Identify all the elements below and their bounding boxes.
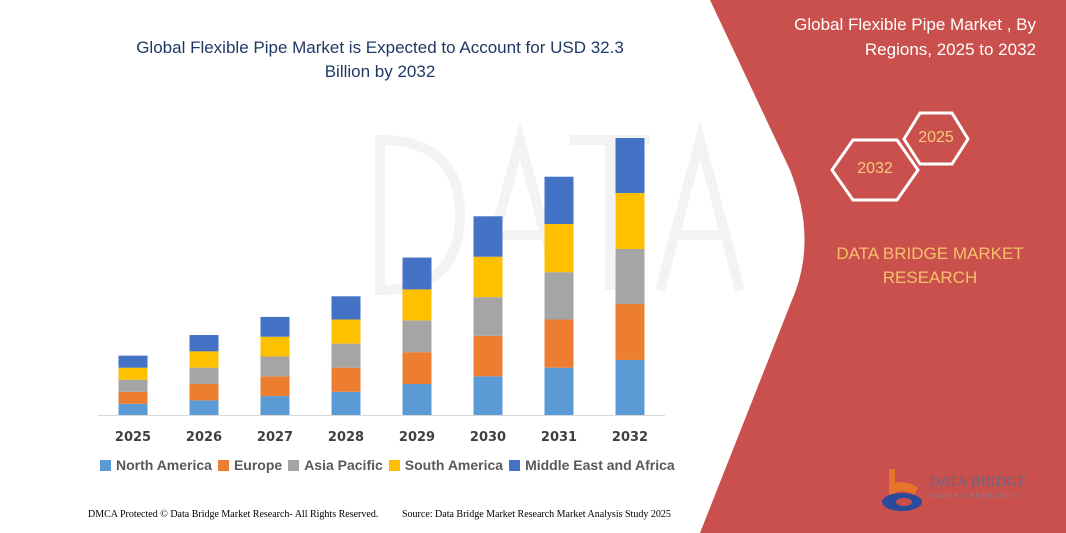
- legend: North America Europe Asia Pacific South Ame…: [100, 457, 675, 473]
- bar-2030-asia-pacific: [473, 297, 503, 336]
- side-panel-background: [700, 0, 1066, 533]
- chart-title: Global Flexible Pipe Market is Expected …: [136, 38, 624, 81]
- logo-subtext: MARKET RESEARCH: [929, 494, 1019, 500]
- x-tick-label: 2031: [541, 430, 577, 445]
- bar-2026-europe: [189, 384, 219, 401]
- bar-2025-europe: [118, 391, 148, 404]
- bar-2028-south-america: [331, 319, 361, 344]
- bar-2031-north-america: [544, 367, 574, 415]
- legend-label: Europe: [233, 457, 283, 473]
- bar-2030-europe: [473, 335, 503, 377]
- bar-2031-europe: [544, 319, 574, 368]
- bar-2030-south-america: [473, 256, 503, 298]
- legend-item: Middle East and Africa: [509, 457, 675, 473]
- source-footer: Source: Data Bridge Market Research Mark…: [402, 509, 671, 520]
- bar-2032-middle-east-and-africa: [615, 138, 645, 194]
- legend-item: North America: [100, 457, 212, 473]
- bar-2028-middle-east-and-africa: [331, 296, 361, 320]
- bar-2029-north-america: [402, 384, 432, 415]
- legend-item: South America: [388, 457, 504, 473]
- bar-2025-asia-pacific: [118, 379, 148, 392]
- hexagon-2032: [830, 138, 920, 202]
- x-tick-label: 2030: [470, 430, 506, 445]
- bar-2025-south-america: [118, 367, 148, 380]
- bar-2031-asia-pacific: [544, 272, 574, 320]
- x-tick-label: 2026: [186, 430, 222, 445]
- bar-2029-middle-east-and-africa: [402, 257, 432, 290]
- bar-2027-asia-pacific: [260, 356, 290, 377]
- bar-2031-south-america: [544, 224, 574, 273]
- legend-swatch: [217, 459, 229, 471]
- legend-label: Middle East and Africa: [525, 457, 675, 473]
- legend-swatch: [509, 459, 521, 471]
- bar-2028-north-america: [331, 391, 361, 415]
- bar-2026-north-america: [189, 400, 219, 415]
- bar-2027-middle-east-and-africa: [260, 316, 290, 337]
- bar-2030-north-america: [473, 376, 503, 415]
- bar-2029-asia-pacific: [402, 320, 432, 353]
- x-tick-label: 2025: [115, 430, 151, 445]
- side-panel-title: Global Flexible Pipe Market , By Regions…: [794, 15, 1036, 59]
- bar-2028-europe: [331, 367, 361, 392]
- bar-2032-europe: [615, 304, 645, 360]
- copyright-footer: DMCA Protected © Data Bridge Market Rese…: [88, 509, 379, 520]
- bar-2027-europe: [260, 376, 290, 397]
- x-tick-label: 2032: [612, 430, 648, 445]
- bar-2032-north-america: [615, 359, 645, 415]
- legend-item: Asia Pacific: [288, 457, 383, 473]
- logo-text: DATA BRIDGE: [929, 474, 1027, 490]
- bar-2032-south-america: [615, 193, 645, 249]
- logo-icon: [882, 469, 922, 511]
- bar-2026-asia-pacific: [189, 367, 219, 385]
- bar-2029-south-america: [402, 289, 432, 321]
- plot-area: 2025 2026 2027 2028 2029 2030 2031 2032: [98, 138, 665, 445]
- legend-swatch: [288, 459, 300, 471]
- bar-2028-asia-pacific: [331, 343, 361, 368]
- legend-label: North America: [116, 457, 212, 473]
- bar-2027-north-america: [260, 396, 290, 415]
- legend-item: Europe: [217, 457, 283, 473]
- legend-swatch: [100, 459, 111, 471]
- legend-label: South America: [404, 457, 504, 473]
- bar-2025-middle-east-and-africa: [118, 355, 148, 368]
- hexagon-2025: [902, 111, 970, 166]
- legend-label: Asia Pacific: [304, 457, 383, 473]
- hex-label-2025: 2025: [918, 129, 954, 146]
- brand-text: DATA BRIDGE MARKET RESEARCH: [836, 244, 1024, 287]
- legend-swatch: [388, 459, 400, 471]
- x-tick-label: 2028: [328, 430, 364, 445]
- bar-2030-middle-east-and-africa: [473, 216, 503, 257]
- x-tick-label: 2029: [399, 430, 435, 445]
- bar-2026-middle-east-and-africa: [189, 334, 219, 352]
- bar-2026-south-america: [189, 351, 219, 368]
- bar-2031-middle-east-and-africa: [544, 176, 574, 225]
- bar-2032-asia-pacific: [615, 248, 645, 305]
- x-tick-label: 2027: [257, 430, 293, 445]
- bar-2029-europe: [402, 352, 432, 385]
- bar-2027-south-america: [260, 336, 290, 357]
- hex-label-2032: 2032: [857, 160, 893, 177]
- bar-2025-north-america: [118, 403, 148, 415]
